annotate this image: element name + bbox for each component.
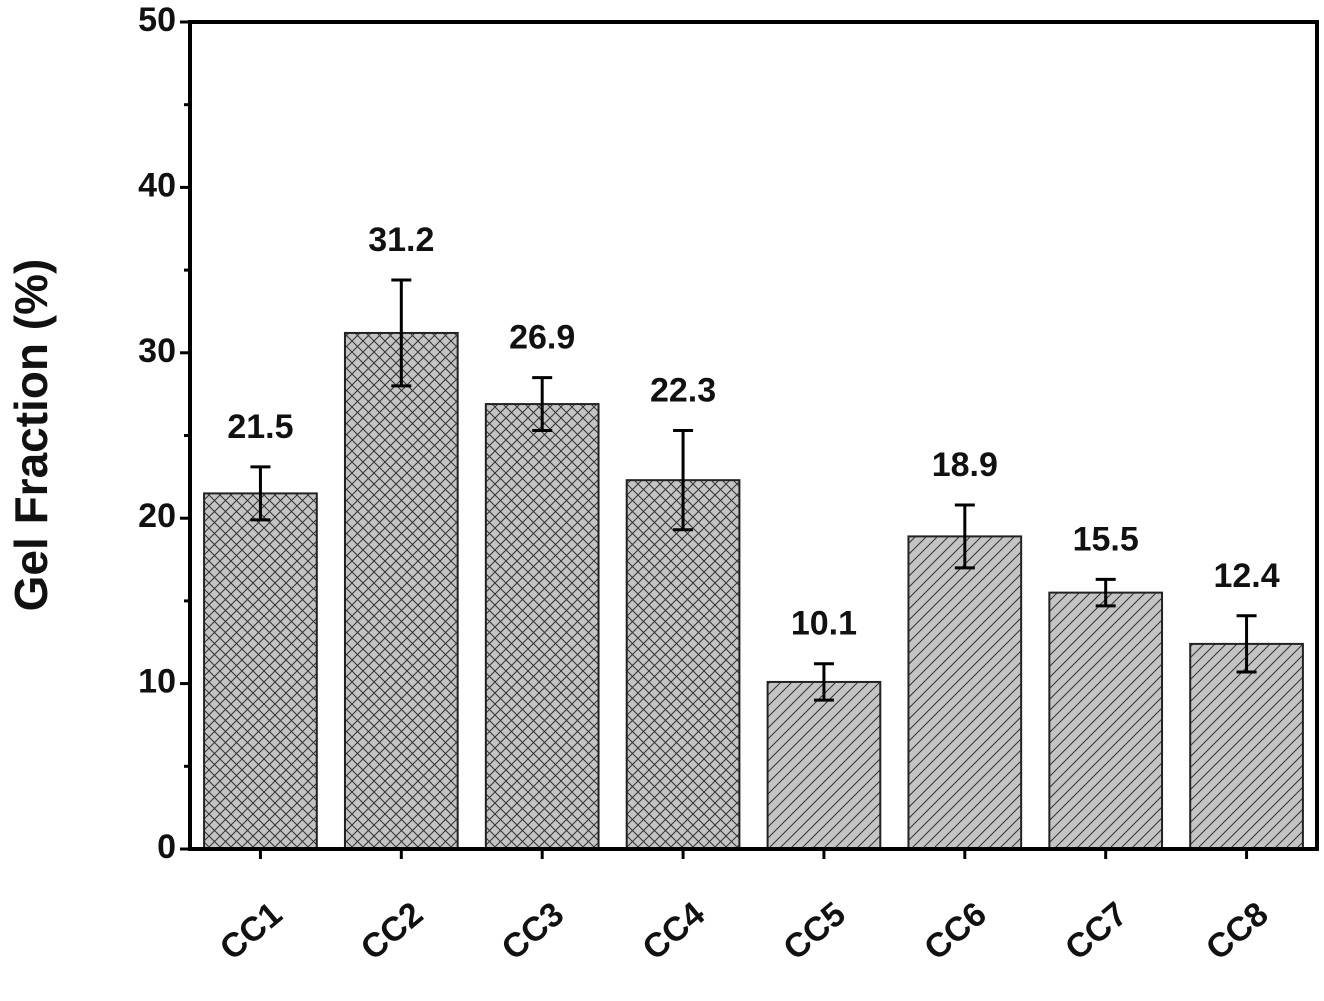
bar bbox=[484, 403, 600, 850]
bar bbox=[625, 479, 741, 850]
x-tick-label: CC5 bbox=[776, 895, 853, 968]
bar bbox=[1189, 642, 1304, 850]
x-tick-label: CC8 bbox=[1199, 895, 1276, 968]
y-tick-label: 30 bbox=[138, 332, 176, 370]
x-tick-label: CC6 bbox=[917, 895, 994, 968]
data-label: 10.1 bbox=[791, 605, 857, 643]
y-axis-label: Gel Fraction (%) bbox=[5, 259, 57, 612]
error-bar bbox=[813, 662, 834, 702]
error-bar bbox=[954, 503, 975, 570]
data-label: 22.3 bbox=[650, 372, 716, 410]
y-tick-label: 0 bbox=[157, 828, 176, 866]
error-bar bbox=[1095, 577, 1116, 608]
bar bbox=[907, 535, 1023, 850]
data-label: 31.2 bbox=[368, 221, 434, 259]
data-label: 18.9 bbox=[932, 446, 998, 484]
error-bar bbox=[673, 429, 694, 532]
bar bbox=[343, 331, 459, 850]
y-tick-label: 10 bbox=[138, 663, 176, 701]
bar bbox=[1048, 591, 1164, 850]
bar bbox=[203, 492, 318, 850]
plot-frame bbox=[188, 20, 1319, 851]
data-label: 15.5 bbox=[1073, 520, 1139, 558]
y-tick-label: 40 bbox=[138, 166, 176, 204]
y-tick-label: 20 bbox=[138, 497, 176, 535]
x-tick-label: CC4 bbox=[635, 895, 712, 968]
data-label: 12.4 bbox=[1213, 557, 1279, 595]
y-tick-label: 50 bbox=[138, 1, 176, 39]
x-tick-label: CC7 bbox=[1058, 895, 1135, 968]
error-bar bbox=[532, 376, 553, 433]
x-tick-label: CC3 bbox=[495, 895, 572, 968]
x-tick-label: CC1 bbox=[213, 895, 290, 968]
error-bar bbox=[250, 465, 271, 522]
error-bar bbox=[391, 278, 412, 388]
data-label: 26.9 bbox=[509, 319, 575, 357]
error-bar bbox=[1236, 614, 1257, 674]
data-label: 21.5 bbox=[227, 408, 293, 446]
x-tick-label: CC2 bbox=[354, 895, 431, 968]
bar bbox=[766, 680, 882, 850]
